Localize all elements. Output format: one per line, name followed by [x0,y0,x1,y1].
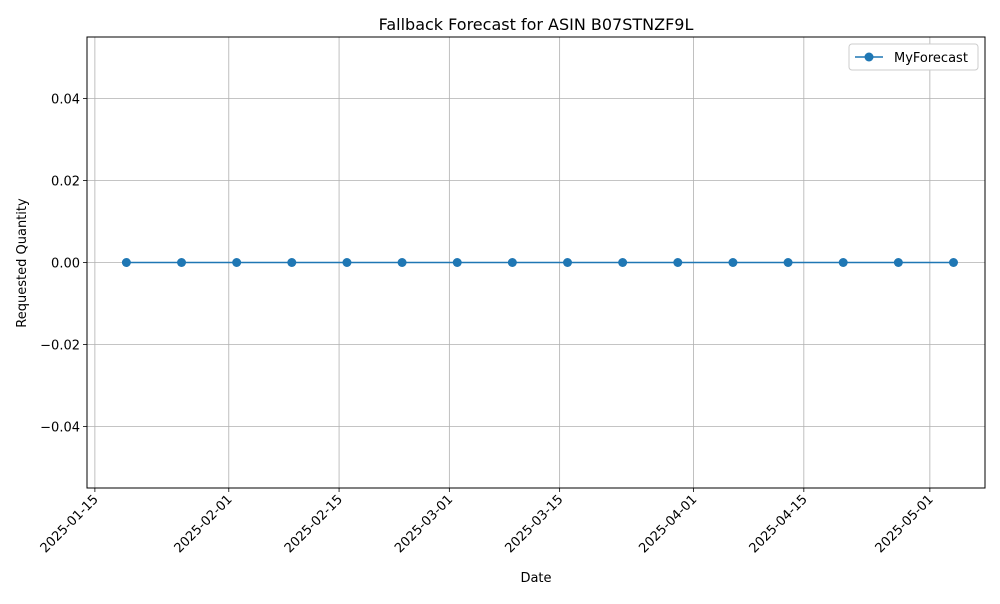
series-layer [121,258,958,267]
x-tick-label: 2025-04-01 [636,492,700,556]
y-tick-label: 0.02 [51,175,80,190]
legend-box [848,43,979,71]
data-point [121,258,131,267]
data-point [452,258,462,267]
data-point [673,258,683,267]
y-tick-label: −0.02 [40,339,80,354]
x-tick-label: 2025-05-01 [873,492,937,556]
x-tick-label: 2025-01-15 [38,492,102,556]
y-axis-label: Requested Quantity [15,198,30,328]
x-tick-label: 2025-03-01 [392,492,456,556]
x-axis-label: Date [520,571,551,586]
y-tick-label: −0.04 [40,421,80,436]
data-point [838,258,848,267]
legend: MyForecast [848,43,979,71]
data-point [893,258,903,267]
data-point [563,258,573,267]
legend-label: MyForecast [894,51,968,66]
data-point [287,258,297,267]
y-tick-label: 0.00 [51,257,80,272]
chart-title: Fallback Forecast for ASIN B07STNZF9L [379,15,694,34]
axis-ticks: 2025-01-15 2025-02-01 2025-02-15 2025-03-01… [38,93,937,557]
x-tick-label: 2025-02-01 [172,492,236,556]
legend-point-marker [864,52,874,62]
data-point [948,258,958,267]
data-point [232,258,242,267]
data-point [728,258,738,267]
plot-area-frame [86,36,986,489]
y-tick-label: 0.04 [51,93,80,108]
data-point [342,258,352,267]
data-point [397,258,407,267]
data-point [783,258,793,267]
x-tick-label: 2025-02-15 [282,492,346,556]
data-point [177,258,187,267]
data-point [618,258,628,267]
x-tick-label: 2025-04-15 [747,492,811,556]
x-tick-label: 2025-03-15 [502,492,566,556]
data-point [507,258,517,267]
